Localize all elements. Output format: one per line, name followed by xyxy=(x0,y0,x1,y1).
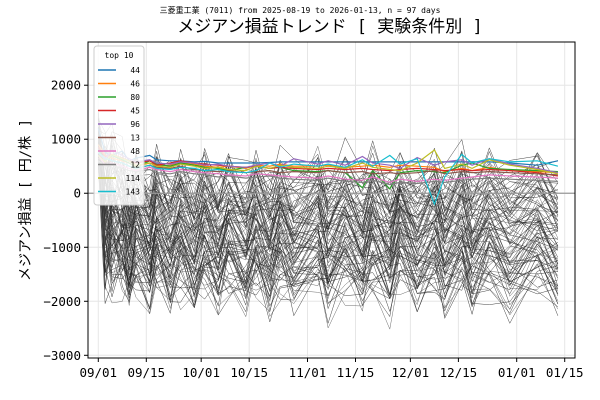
background-line xyxy=(98,142,559,287)
background-line xyxy=(98,158,559,291)
chart-title: メジアン損益トレンド [ 実験条件別 ] xyxy=(177,17,483,37)
legend: top 10 44 46 80 45 96 13 48 12 114 143 xyxy=(93,45,145,206)
series-line-12 xyxy=(97,160,558,186)
background-line xyxy=(98,127,558,324)
x-tick-label: 11/15 xyxy=(337,365,375,380)
background-line xyxy=(98,153,559,296)
series-lines xyxy=(88,128,575,206)
background-line xyxy=(98,131,559,210)
background-line xyxy=(98,135,559,213)
chart-suptitle: 三菱重工業 (7011) from 2025-08-19 to 2026-01-… xyxy=(160,5,441,15)
y-tick-label: 0 xyxy=(73,186,81,201)
background-line xyxy=(98,142,558,215)
background-line xyxy=(98,164,559,314)
background-line xyxy=(98,118,558,230)
background-line xyxy=(98,136,559,218)
legend-label-114: 114 xyxy=(126,174,141,183)
background-line xyxy=(98,145,559,238)
background-line xyxy=(98,169,559,330)
background-line xyxy=(98,127,558,308)
background-line xyxy=(98,154,558,265)
x-tick-label: 10/01 xyxy=(182,365,220,380)
background-line xyxy=(98,141,559,325)
y-tick-label: −3000 xyxy=(43,348,81,363)
x-tick-label: 09/15 xyxy=(127,365,165,380)
y-tick-label: 2000 xyxy=(51,78,81,93)
background-line xyxy=(98,154,558,277)
background-line xyxy=(98,165,558,287)
background-line xyxy=(98,165,559,298)
y-tick-label: −1000 xyxy=(43,240,81,255)
background-line xyxy=(98,134,558,235)
x-tick-label: 01/15 xyxy=(546,365,584,380)
background-line xyxy=(98,133,558,279)
background-line xyxy=(98,128,558,265)
y-tick-label: 1000 xyxy=(51,132,81,147)
legend-label-80: 80 xyxy=(130,93,140,102)
legend-box xyxy=(93,45,145,206)
series-line-143 xyxy=(97,152,559,206)
background-line xyxy=(98,138,558,300)
background-line xyxy=(98,139,559,281)
x-tick-label: 11/01 xyxy=(289,365,327,380)
x-tick-label: 12/01 xyxy=(392,365,430,380)
legend-label-96: 96 xyxy=(130,120,140,129)
x-tick-label: 10/15 xyxy=(230,365,268,380)
background-line xyxy=(98,140,559,236)
background-line xyxy=(98,132,559,318)
series-line-114 xyxy=(97,149,559,175)
background-lines xyxy=(98,112,559,330)
legend-title: top 10 xyxy=(105,51,134,60)
background-line xyxy=(98,118,559,228)
background-line xyxy=(98,145,559,261)
y-tick-label: −2000 xyxy=(43,294,81,309)
series-line-48 xyxy=(97,155,558,184)
x-tick-label: 12/15 xyxy=(440,365,478,380)
background-line xyxy=(98,132,559,297)
legend-label-45: 45 xyxy=(130,107,140,116)
legend-label-48: 48 xyxy=(130,147,140,156)
background-line xyxy=(98,129,559,255)
background-line xyxy=(98,140,558,262)
background-line xyxy=(98,144,559,298)
series-line-96 xyxy=(97,149,559,174)
y-axis-label: メジアン損益 [ 円/株 ] xyxy=(18,119,34,281)
x-tick-label: 01/01 xyxy=(498,365,536,380)
legend-label-44: 44 xyxy=(130,66,140,75)
plot-frame xyxy=(87,41,576,359)
x-tick-label: 09/01 xyxy=(79,365,117,380)
legend-label-143: 143 xyxy=(126,188,141,197)
legend-label-13: 13 xyxy=(130,134,140,143)
axes: 09/01 09/15 10/01 10/15 11/01 11/15 12/01 12/15… xyxy=(43,41,584,380)
legend-label-46: 46 xyxy=(130,80,140,89)
legend-label-12: 12 xyxy=(130,161,140,170)
background-line xyxy=(98,128,559,295)
background-line xyxy=(98,143,559,276)
background-line xyxy=(98,129,559,245)
background-line xyxy=(98,145,559,245)
background-line xyxy=(98,118,559,248)
series-line-44 xyxy=(97,128,559,166)
background-line xyxy=(98,170,558,279)
